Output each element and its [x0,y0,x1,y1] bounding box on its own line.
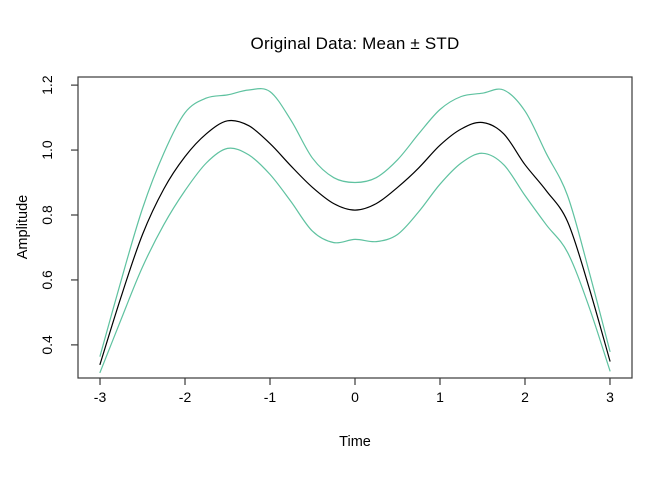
x-tick-label: 2 [521,389,529,405]
x-axis-label: Time [339,434,371,450]
x-tick-label: 0 [351,389,359,405]
x-tick-label: -1 [264,389,277,405]
y-tick-label: 1.2 [39,75,55,95]
mean-line [99,119,611,365]
y-tick-label: 0.4 [39,335,55,355]
y-tick-label: 0.8 [39,205,55,225]
y-tick-label: 0.6 [39,270,55,290]
x-tick-label: -3 [94,389,107,405]
y-tick-label: 1.0 [39,140,55,160]
mean-plus-std-line [99,88,611,357]
chart-title: Original Data: Mean ± STD [250,34,460,53]
x-tick-label: 1 [436,389,444,405]
x-tick-label: -2 [179,389,192,405]
x-tick-label: 3 [606,389,614,405]
mean-minus-std-line [99,147,611,374]
y-axis-label: Amplitude [15,194,31,260]
